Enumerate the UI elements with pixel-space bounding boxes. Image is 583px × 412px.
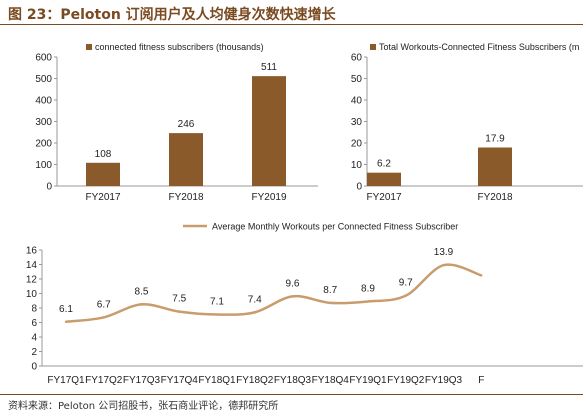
bar-0 xyxy=(252,76,286,186)
y-tick-label-1: 40 xyxy=(351,96,363,107)
data-label: 7.5 xyxy=(172,294,186,305)
data-point xyxy=(404,294,407,297)
y-tick-label-2: 4 xyxy=(31,333,37,344)
y-tick-label-0: 300 xyxy=(35,117,52,128)
y-tick-label-1: 30 xyxy=(351,117,363,128)
y-tick-label-2: 0 xyxy=(31,362,37,373)
bar-1 xyxy=(367,172,401,186)
x-tick-label-0: FY2017 xyxy=(85,192,120,203)
data-label: 8.9 xyxy=(361,283,375,294)
legend-swatch-1 xyxy=(370,44,376,50)
bar-value-label-0: 246 xyxy=(178,119,195,130)
data-point xyxy=(102,316,105,319)
data-label: 7.1 xyxy=(210,297,224,308)
y-tick-label-2: 8 xyxy=(31,304,37,315)
legend-label-1: Total Workouts-Connected Fitness Subscri… xyxy=(379,42,579,52)
bar-value-label-0: 108 xyxy=(95,149,112,160)
x-tick-label-2: FY19Q3 xyxy=(425,375,463,386)
data-point xyxy=(140,303,143,306)
x-tick-label-2: FY19Q1 xyxy=(349,375,387,386)
y-tick-label-2: 12 xyxy=(26,275,38,286)
y-tick-label-0: 600 xyxy=(35,53,52,64)
bar-1 xyxy=(478,147,512,186)
data-point xyxy=(442,264,445,267)
x-tick-label-2: FY18Q4 xyxy=(312,375,350,386)
data-label: 9.7 xyxy=(399,278,413,289)
data-label: 13.9 xyxy=(434,247,454,258)
data-point xyxy=(291,295,294,298)
source-rule xyxy=(0,394,583,395)
x-tick-label-2: FY17Q4 xyxy=(161,375,199,386)
y-tick-label-1: 10 xyxy=(351,160,363,171)
x-tick-label-2: FY17Q1 xyxy=(47,375,85,386)
data-point xyxy=(253,311,256,314)
y-tick-label-2: 16 xyxy=(26,246,38,257)
y-tick-label-1: 0 xyxy=(356,182,362,193)
data-label: 7.4 xyxy=(248,294,262,305)
data-point xyxy=(64,320,68,323)
data-point xyxy=(366,300,370,303)
data-label: 6.7 xyxy=(97,299,111,310)
x-tick-label-1: FY2017 xyxy=(366,192,401,203)
legend-label-2: Average Monthly Workouts per Connected F… xyxy=(212,222,458,232)
x-tick-label-2: FY19Q2 xyxy=(387,375,425,386)
data-point xyxy=(480,274,483,277)
data-point xyxy=(329,301,332,305)
data-point xyxy=(178,310,181,313)
data-point xyxy=(215,313,219,316)
x-tick-label-2: F xyxy=(478,375,484,386)
series-line xyxy=(65,263,482,324)
y-tick-label-1: 20 xyxy=(351,139,363,150)
x-tick-label-1: FY2018 xyxy=(477,192,512,203)
bar-0 xyxy=(86,162,120,186)
title-rule xyxy=(0,24,583,25)
bar-0 xyxy=(169,133,203,186)
y-tick-label-1: 60 xyxy=(351,53,363,64)
x-tick-label-0: FY2018 xyxy=(168,192,203,203)
y-tick-label-0: 100 xyxy=(35,160,52,171)
y-tick-label-0: 500 xyxy=(35,74,52,85)
legend-swatch-0 xyxy=(86,44,92,50)
data-label: 6.1 xyxy=(59,304,73,315)
y-tick-label-0: 400 xyxy=(35,96,52,107)
data-label: 9.6 xyxy=(286,278,300,289)
bar-value-label-0: 511 xyxy=(261,62,277,73)
x-tick-label-2: FY17Q2 xyxy=(85,375,123,386)
x-tick-label-2: FY18Q2 xyxy=(236,375,274,386)
source-note: 资料来源：Peloton 公司招股书，张石商业评论，德邦研究所 xyxy=(8,401,279,412)
x-tick-label-2: FY17Q3 xyxy=(123,375,161,386)
figure-title: 图 23：Peloton 订阅用户及人均健身次数快速增长 xyxy=(8,7,336,23)
y-tick-label-2: 6 xyxy=(31,318,37,329)
y-tick-label-0: 0 xyxy=(46,182,52,193)
bar-value-label-1: 17.9 xyxy=(485,134,505,145)
y-tick-label-2: 14 xyxy=(26,260,38,271)
data-label: 8.7 xyxy=(323,285,337,296)
y-tick-label-2: 10 xyxy=(26,289,38,300)
x-tick-label-0: FY2019 xyxy=(251,192,286,203)
bar-value-label-1: 6.2 xyxy=(377,159,391,170)
data-label: 8.5 xyxy=(135,286,149,297)
y-tick-label-1: 50 xyxy=(351,74,363,85)
y-tick-label-0: 200 xyxy=(35,139,52,150)
x-tick-label-2: FY18Q1 xyxy=(198,375,236,386)
y-tick-label-2: 2 xyxy=(31,347,37,358)
x-tick-label-2: FY18Q3 xyxy=(274,375,312,386)
legend-label-0: connected fitness subscribers (thousands… xyxy=(95,42,264,52)
